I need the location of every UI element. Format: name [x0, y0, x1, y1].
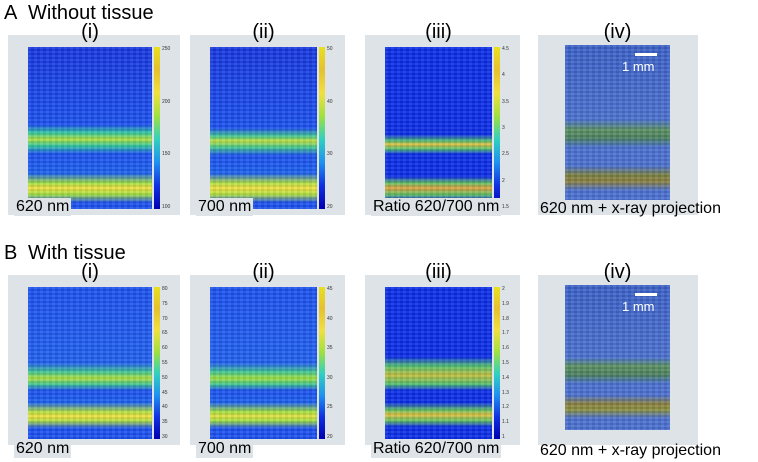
panel-label: (ii): [252, 21, 275, 43]
colorbar-tick: 100: [162, 204, 171, 210]
scale-bar: [635, 53, 657, 56]
image: [565, 45, 670, 200]
caption: 620 nm: [14, 198, 72, 216]
colorbar-tick: 1.1: [502, 419, 509, 426]
colorbar-tick: 25: [327, 404, 333, 411]
colorbar-tick: 1.8: [502, 315, 509, 322]
scale-bar: [635, 293, 657, 296]
panel-label: (iv): [603, 261, 632, 283]
image: [210, 287, 317, 439]
image: [210, 47, 317, 209]
caption: 620 nm + x-ray projection: [540, 200, 721, 217]
colorbar-tick: 2: [502, 286, 505, 292]
colorbar-tick: 45: [327, 286, 333, 292]
caption: Ratio 620/700 nm: [371, 440, 502, 458]
colorbar-tick: 250: [162, 46, 171, 52]
caption: 620 nm + x-ray projection: [540, 442, 721, 459]
colorbar-tick: 1.3: [502, 389, 509, 396]
colorbar-tick: 30: [327, 151, 333, 158]
panel: 1 mm: [538, 35, 698, 215]
colorbar: [319, 287, 325, 439]
scale-label: 1 mm: [622, 59, 655, 74]
colorbar-tick: 20: [327, 434, 333, 440]
row-title: Without tissue: [28, 2, 154, 24]
colorbar-tick: 150: [162, 151, 171, 158]
panel: 45 40 35 30 25 20: [190, 275, 345, 445]
panel: 2 1.9 1.8 1.7 1.6 1.5 1.4 1.3 1.2 1.1 1: [365, 275, 520, 445]
scale-label: 1 mm: [622, 299, 655, 314]
colorbar-tick: 50: [327, 46, 333, 52]
colorbar-tick: 40: [327, 98, 333, 105]
colorbar-tick: 200: [162, 98, 171, 105]
panel: 1 mm: [538, 275, 698, 445]
colorbar-tick: 1.6: [502, 345, 509, 352]
colorbar-tick: 55: [162, 360, 168, 366]
panel-label: (i): [81, 21, 99, 43]
colorbar: [154, 287, 160, 439]
colorbar-tick: 30: [162, 434, 168, 440]
colorbar: [319, 47, 325, 209]
colorbar-tick: 80: [162, 286, 168, 292]
colorbar-tick: 1.5: [502, 204, 509, 210]
colorbar-tick: 1: [502, 434, 505, 440]
colorbar-tick: 75: [162, 300, 168, 307]
colorbar-tick: 1.2: [502, 404, 509, 411]
colorbar-tick: 3.5: [502, 98, 509, 105]
colorbar-tick: 4.5: [502, 46, 509, 52]
colorbar-tick: 45: [162, 389, 168, 396]
colorbar-tick: 35: [162, 419, 168, 426]
colorbar-tick: 20: [327, 204, 333, 210]
caption: 700 nm: [196, 440, 254, 458]
panel: 80 75 70 65 60 55 50 45 40 35 30: [8, 275, 180, 445]
colorbar: [154, 47, 160, 209]
panel-label: (ii): [252, 261, 275, 283]
panel-label: (iii): [425, 21, 452, 43]
panel: 250 200 150 100: [8, 35, 180, 215]
colorbar-tick: 50: [162, 374, 168, 381]
panel: 4.5 4 3.5 3 2.5 2 1.5: [365, 35, 520, 215]
colorbar-tick: 4: [502, 72, 505, 79]
colorbar: [494, 287, 500, 439]
caption: Ratio 620/700 nm: [371, 198, 502, 216]
image: [385, 47, 492, 209]
panel: 50 40 30 20: [190, 35, 345, 215]
caption: 700 nm: [196, 198, 254, 216]
colorbar-tick: 60: [162, 345, 168, 352]
colorbar-tick: 3: [502, 125, 505, 131]
image: [385, 287, 492, 439]
colorbar-tick: 30: [327, 374, 333, 381]
image: [28, 287, 152, 439]
colorbar-tick: 40: [162, 404, 168, 411]
panel-label: (iii): [425, 261, 452, 283]
colorbar-tick: 1.7: [502, 330, 509, 337]
colorbar-tick: 1.4: [502, 374, 509, 381]
colorbar-tick: 2.5: [502, 151, 509, 158]
colorbar-tick: 35: [327, 345, 333, 352]
colorbar-tick: 65: [162, 330, 168, 337]
image: [565, 285, 670, 430]
colorbar-tick: 1.9: [502, 300, 509, 307]
colorbar-tick: 2: [502, 177, 505, 184]
row-label: B: [4, 242, 18, 264]
row-title: With tissue: [28, 242, 126, 264]
row-label: A: [4, 2, 18, 24]
image: [28, 47, 152, 209]
panel-label: (i): [81, 261, 99, 283]
colorbar-tick: 1.5: [502, 360, 509, 366]
colorbar: [494, 47, 500, 209]
colorbar-tick: 70: [162, 315, 168, 322]
colorbar-tick: 40: [327, 315, 333, 322]
caption: 620 nm: [14, 440, 72, 458]
panel-label: (iv): [603, 21, 632, 43]
